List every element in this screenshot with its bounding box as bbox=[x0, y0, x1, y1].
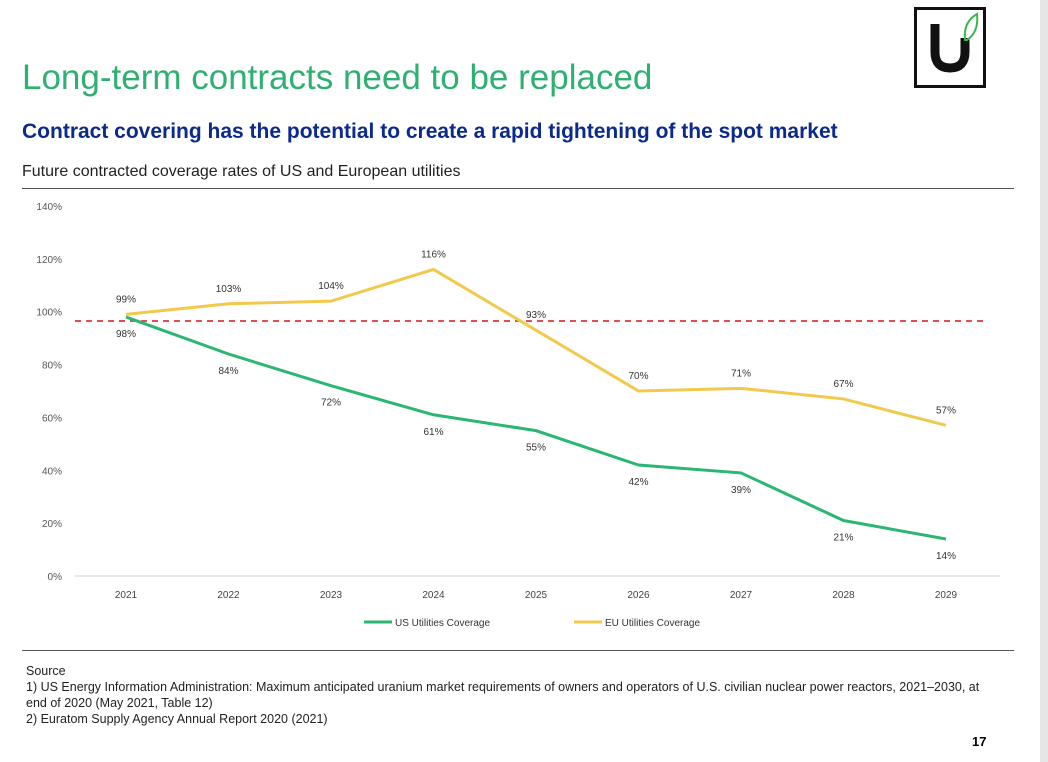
x-tick-label: 2028 bbox=[832, 590, 855, 601]
y-tick-label: 60% bbox=[42, 413, 62, 424]
x-tick-label: 2023 bbox=[320, 590, 343, 601]
y-tick-label: 100% bbox=[36, 308, 62, 319]
slide-subtitle: Contract covering has the potential to c… bbox=[22, 120, 838, 143]
source-heading: Source bbox=[26, 664, 66, 678]
yellow-cake-logo bbox=[914, 7, 986, 88]
y-tick-label: 80% bbox=[42, 361, 62, 372]
x-tick-label: 2029 bbox=[935, 590, 958, 601]
data-label: 61% bbox=[423, 427, 443, 438]
chart-title: Future contracted coverage rates of US a… bbox=[22, 163, 461, 180]
data-label: 42% bbox=[628, 477, 648, 488]
x-tick-label: 2022 bbox=[217, 590, 240, 601]
data-label: 103% bbox=[216, 284, 242, 295]
data-label: 71% bbox=[731, 368, 751, 379]
x-tick-label: 2021 bbox=[115, 590, 138, 601]
divider-bottom bbox=[22, 650, 1014, 651]
data-label: 70% bbox=[628, 371, 648, 382]
y-tick-label: 120% bbox=[36, 255, 62, 266]
data-label: 14% bbox=[936, 551, 956, 562]
data-label: 93% bbox=[526, 310, 546, 321]
source-item: 2) Euratom Supply Agency Annual Report 2… bbox=[26, 712, 328, 726]
y-tick-label: 140% bbox=[36, 202, 62, 213]
data-label: 72% bbox=[321, 398, 341, 409]
source-item: 1) US Energy Information Administration:… bbox=[26, 680, 980, 710]
page-number: 17 bbox=[972, 734, 987, 749]
legend-label: EU Utilities Coverage bbox=[605, 618, 700, 629]
us-series-line bbox=[125, 315, 947, 541]
side-strip bbox=[1040, 0, 1048, 762]
legend-label: US Utilities Coverage bbox=[395, 618, 490, 629]
x-tick-label: 2026 bbox=[627, 590, 650, 601]
data-label: 39% bbox=[731, 485, 751, 496]
x-tick-label: 2025 bbox=[525, 590, 548, 601]
y-tick-label: 0% bbox=[48, 572, 63, 583]
data-label: 84% bbox=[218, 366, 238, 377]
x-tick-label: 2024 bbox=[422, 590, 445, 601]
data-label: 98% bbox=[116, 329, 136, 340]
y-tick-label: 20% bbox=[42, 519, 62, 530]
divider-top bbox=[22, 188, 1014, 189]
slide-title: Long-term contracts need to be replaced bbox=[22, 58, 653, 97]
data-label: 99% bbox=[116, 294, 136, 305]
y-tick-label: 40% bbox=[42, 466, 62, 477]
data-label: 21% bbox=[833, 533, 853, 544]
data-label: 104% bbox=[318, 281, 344, 292]
data-label: 116% bbox=[421, 249, 446, 260]
data-label: 67% bbox=[833, 379, 853, 390]
data-label: 55% bbox=[526, 443, 546, 454]
source-notes: Source 1) US Energy Information Administ… bbox=[26, 663, 986, 727]
x-tick-label: 2027 bbox=[730, 590, 753, 601]
eu-series-line bbox=[125, 267, 947, 427]
logo-u-leaf-icon bbox=[930, 12, 979, 73]
data-label: 57% bbox=[936, 405, 956, 416]
